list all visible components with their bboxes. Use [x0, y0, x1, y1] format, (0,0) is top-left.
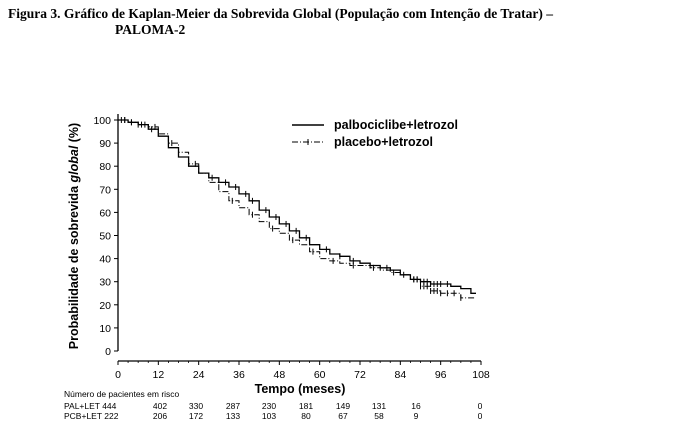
risk-cell: 58	[374, 411, 384, 421]
x-tick-label: 24	[193, 369, 205, 381]
x-tick-label: 72	[354, 369, 366, 381]
risk-cell: 103	[261, 411, 277, 421]
y-axis-label: Probabilidade de sobrevida global (%)	[67, 123, 81, 349]
risk-row-label: PAL+LET 444	[64, 401, 117, 411]
y-tick-label: 100	[93, 115, 111, 127]
risk-cell: 330	[188, 401, 204, 411]
risk-cell: 0	[477, 401, 483, 411]
y-tick-label: 70	[99, 184, 111, 196]
risk-cell: 287	[225, 401, 241, 411]
y-tick-label: 10	[99, 323, 111, 335]
figure-title: Figura 3. Gráfico de Kaplan-Meier da Sob…	[8, 6, 553, 38]
x-tick-label: 84	[394, 369, 406, 381]
risk-cell: 80	[301, 411, 311, 421]
risk-cell: 230	[261, 401, 277, 411]
x-tick-label: 36	[233, 369, 245, 381]
risk-cell: 206	[152, 411, 168, 421]
risk-row-label: PCB+LET 222	[64, 411, 119, 421]
legend-label-1: palbociclibe+letrozol	[334, 118, 458, 132]
y-tick-label: 20	[99, 300, 111, 312]
risk-cell: 133	[225, 411, 241, 421]
legend-label-2: placebo+letrozol	[334, 135, 433, 149]
risk-table-heading: Número de pacientes em risco	[64, 389, 180, 399]
series-2-line	[118, 119, 476, 299]
x-tick-label: 0	[115, 369, 121, 381]
title-line-1: Figura 3. Gráfico de Kaplan-Meier da Sob…	[8, 6, 553, 21]
y-tick-label: 30	[99, 277, 111, 289]
x-tick-label: 12	[152, 369, 164, 381]
title-line-2: PALOMA-2	[115, 22, 186, 37]
risk-cell: 402	[152, 401, 168, 411]
y-tick-label: 80	[99, 161, 111, 173]
y-tick-label: 0	[105, 346, 111, 358]
x-tick-label: 96	[435, 369, 447, 381]
x-tick-label: 108	[472, 369, 490, 381]
y-tick-label: 90	[99, 138, 111, 150]
risk-cell: 16	[411, 401, 421, 411]
x-tick-label: 60	[314, 369, 326, 381]
risk-cell: 9	[413, 411, 419, 421]
risk-cell: 149	[335, 401, 351, 411]
y-tick-label: 40	[99, 254, 111, 266]
x-tick-label: 48	[273, 369, 285, 381]
risk-cell: 181	[298, 401, 314, 411]
x-axis-label: Tempo (meses)	[255, 382, 346, 396]
y-tick-label: 50	[99, 231, 111, 243]
y-tick-label: 60	[99, 207, 111, 219]
risk-cell: 67	[338, 411, 348, 421]
risk-cell: 131	[371, 401, 387, 411]
risk-cell: 172	[188, 411, 204, 421]
risk-cell: 0	[477, 411, 483, 421]
